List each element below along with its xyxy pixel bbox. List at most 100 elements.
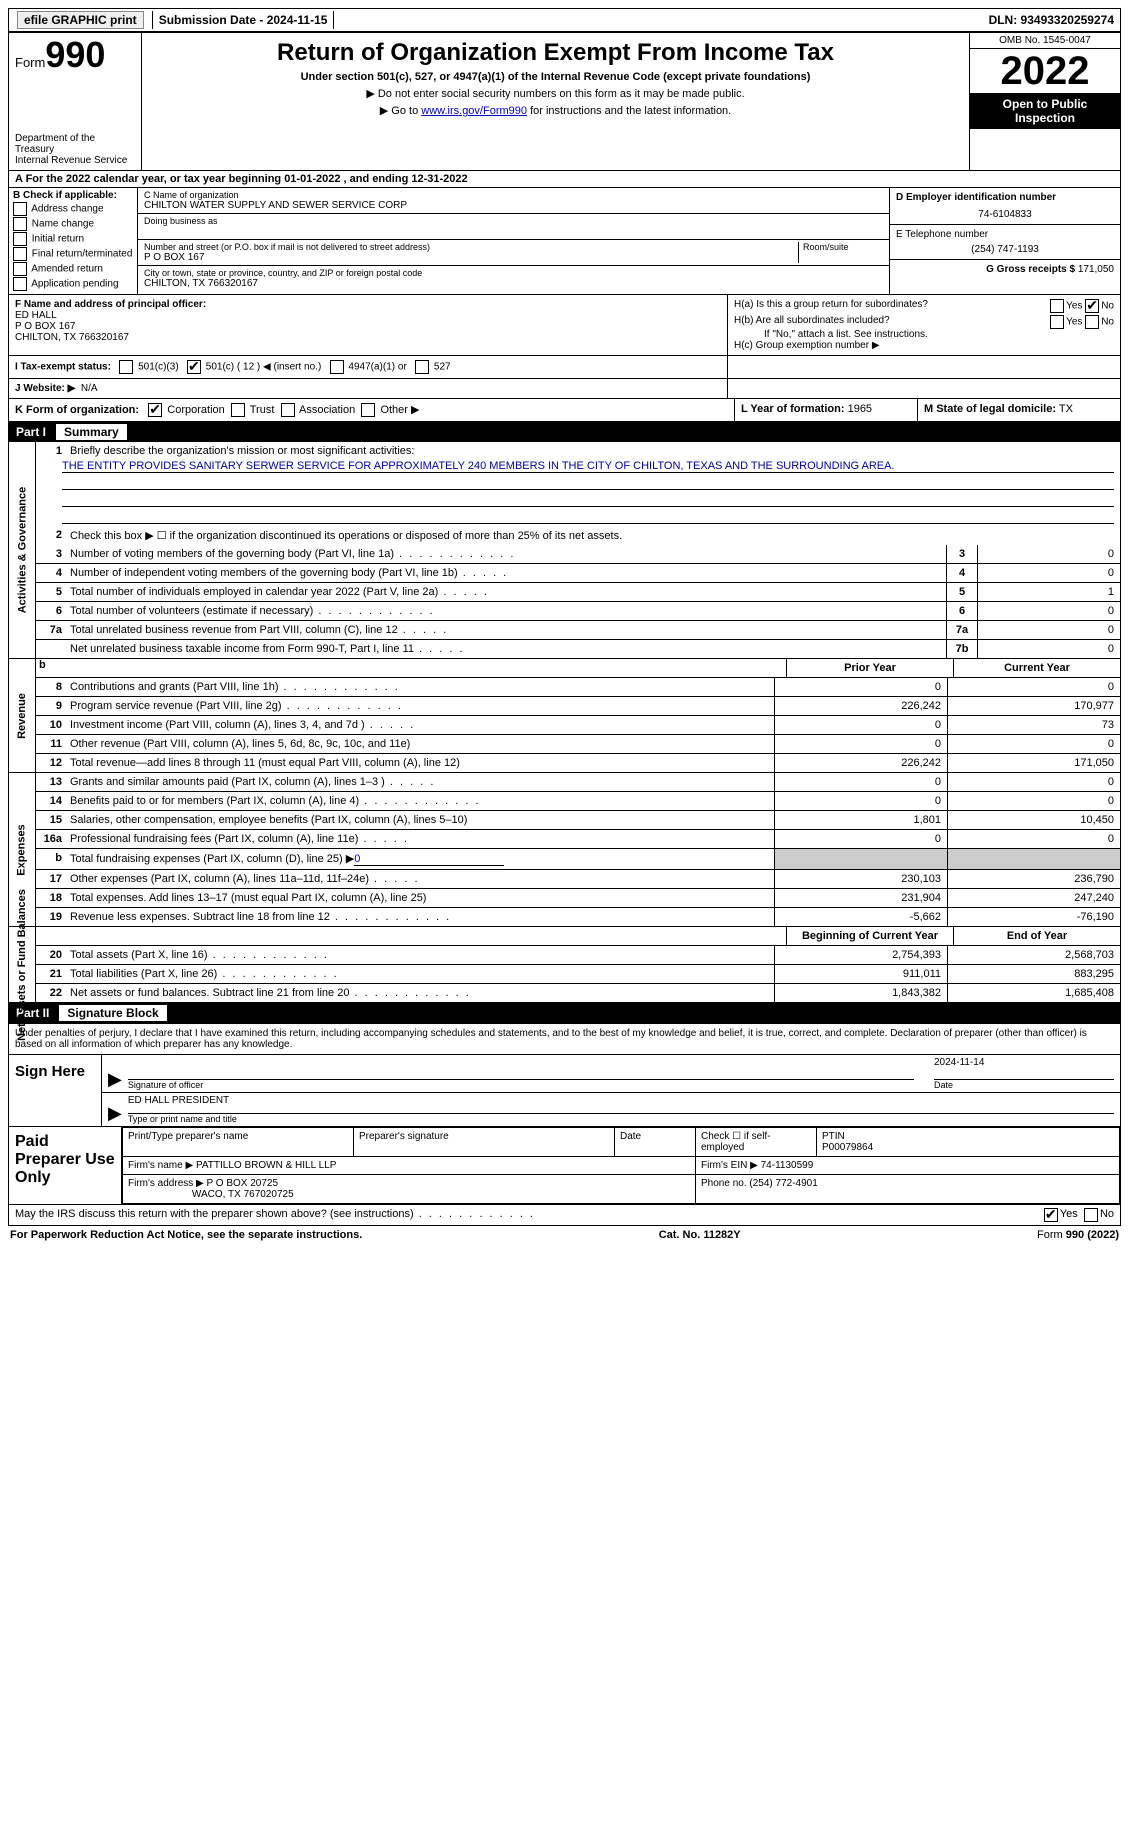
firm-name-label: Firm's name ▶ [128,1160,193,1171]
dba-label: Doing business as [144,216,883,226]
l9: Program service revenue (Part VIII, line… [66,697,774,715]
cb-501c[interactable] [187,360,201,374]
cb-initial-return[interactable] [13,232,27,246]
discuss-no[interactable] [1084,1208,1098,1222]
room-label: Room/suite [799,242,883,263]
hb-no[interactable] [1085,315,1099,329]
col-b-checkboxes: B Check if applicable: Address change Na… [9,188,138,294]
self-employed-label: Check ☐ if self-employed [701,1131,771,1153]
row-h: H(a) Is this a group return for subordin… [727,295,1120,355]
e13c: 0 [947,773,1120,791]
n21b: 911,011 [774,965,947,983]
l16b: Total fundraising expenses (Part IX, col… [66,849,774,869]
v3: 0 [977,545,1120,563]
paid-preparer-block: Paid Preparer Use Only Print/Type prepar… [8,1127,1121,1205]
cb-501c3[interactable] [119,360,133,374]
cb-address-change[interactable] [13,202,27,216]
cb-final-return[interactable] [13,247,27,261]
n21e: 883,295 [947,965,1120,983]
l14: Benefits paid to or for members (Part IX… [66,792,774,810]
v7b: 0 [977,640,1120,658]
cb-corp[interactable] [148,403,162,417]
r11p: 0 [774,735,947,753]
dln: DLN: 93493320259274 [983,11,1120,29]
city-label: City or town, state or province, country… [144,268,883,278]
l8: Contributions and grants (Part VIII, lin… [66,678,774,696]
ein-value: 74-6104833 [896,209,1114,220]
e18c: 247,240 [947,889,1120,907]
l22: Net assets or fund balances. Subtract li… [66,984,774,1002]
l19: Revenue less expenses. Subtract line 18 … [66,908,774,926]
discuss-yes[interactable] [1044,1208,1058,1222]
l15: Salaries, other compensation, employee b… [66,811,774,829]
firm-ein-label: Firm's EIN ▶ [701,1160,758,1171]
prep-sig-label: Preparer's signature [359,1131,449,1142]
cb-527[interactable] [415,360,429,374]
org-name: CHILTON WATER SUPPLY AND SEWER SERVICE C… [144,200,883,211]
row-m-state: M State of legal domicile: TX [917,399,1120,421]
l2-label: Check this box ▶ ☐ if the organization d… [66,526,1120,545]
sig-date-value: 2024-11-14 [934,1057,1114,1079]
row-i-tax-status: I Tax-exempt status: 501(c)(3) 501(c) ( … [9,356,727,378]
v6: 0 [977,602,1120,620]
cb-4947[interactable] [330,360,344,374]
hdr-beg: Beginning of Current Year [786,927,953,945]
org-name-label: C Name of organization [144,190,883,200]
efile-btn[interactable]: efile GRAPHIC print [17,11,144,29]
l4: Number of independent voting members of … [66,564,946,582]
perjury-para: Under penalties of perjury, I declare th… [9,1024,1120,1055]
v7a: 0 [977,621,1120,639]
ein-label: D Employer identification number [896,192,1056,203]
l18: Total expenses. Add lines 13–17 (must eq… [66,889,774,907]
note-ssn: ▶ Do not enter social security numbers o… [150,87,961,100]
r11c: 0 [947,735,1120,753]
r10c: 73 [947,716,1120,734]
l7a: Total unrelated business revenue from Pa… [66,621,946,639]
cb-assoc[interactable] [281,403,295,417]
n22b: 1,843,382 [774,984,947,1002]
hb-yes[interactable] [1050,315,1064,329]
firm-phone-value: (254) 772-4901 [749,1178,817,1189]
arrow-icon: ▶ [108,1069,122,1090]
gross-label: G Gross receipts $ [986,264,1075,275]
omb-number: OMB No. 1545-0047 [970,33,1120,49]
v5: 1 [977,583,1120,601]
row-f-officer: F Name and address of principal officer:… [9,295,727,355]
title-box: Return of Organization Exempt From Incom… [142,33,970,129]
e17c: 236,790 [947,870,1120,888]
cb-name-change[interactable] [13,217,27,231]
r9p: 226,242 [774,697,947,715]
e16c: 0 [947,830,1120,848]
vlabel-activities: Activities & Governance [9,442,36,658]
l12: Total revenue—add lines 8 through 11 (mu… [66,754,774,772]
paid-prep-label: Paid Preparer Use Only [9,1127,122,1204]
e15c: 10,450 [947,811,1120,829]
print-name-label: Print/Type preparer's name [128,1131,248,1142]
type-name-label: Type or print name and title [128,1113,1114,1124]
sig-date-label: Date [934,1079,1114,1090]
e16p: 0 [774,830,947,848]
cb-amended[interactable] [13,262,27,276]
e19c: -76,190 [947,908,1120,926]
ha-yes[interactable] [1050,299,1064,313]
cb-app-pending[interactable] [13,277,27,291]
firm-addr1: P O BOX 20725 [207,1178,279,1189]
l21: Total liabilities (Part X, line 26) [66,965,774,983]
street-value: P O BOX 167 [144,252,794,263]
r8c: 0 [947,678,1120,696]
mission-text: THE ENTITY PROVIDES SANITARY SERWER SERV… [62,460,1114,473]
irs-link[interactable]: www.irs.gov/Form990 [421,105,527,117]
ptin-label: PTIN [822,1131,845,1142]
section-a-tax-year: A For the 2022 calendar year, or tax yea… [8,171,1121,188]
ha-no[interactable] [1085,299,1099,313]
discuss-row: May the IRS discuss this return with the… [8,1205,1121,1226]
officer-name-title: ED HALL PRESIDENT [128,1095,1114,1113]
open-to-public: Open to Public Inspection [970,93,1120,129]
form-number-box: Form990 [9,33,142,129]
cb-other[interactable] [361,403,375,417]
cb-trust[interactable] [231,403,245,417]
r8p: 0 [774,678,947,696]
row-l-year: L Year of formation: 1965 [734,399,917,421]
firm-addr-label: Firm's address ▶ [128,1178,204,1189]
l11: Other revenue (Part VIII, column (A), li… [66,735,774,753]
